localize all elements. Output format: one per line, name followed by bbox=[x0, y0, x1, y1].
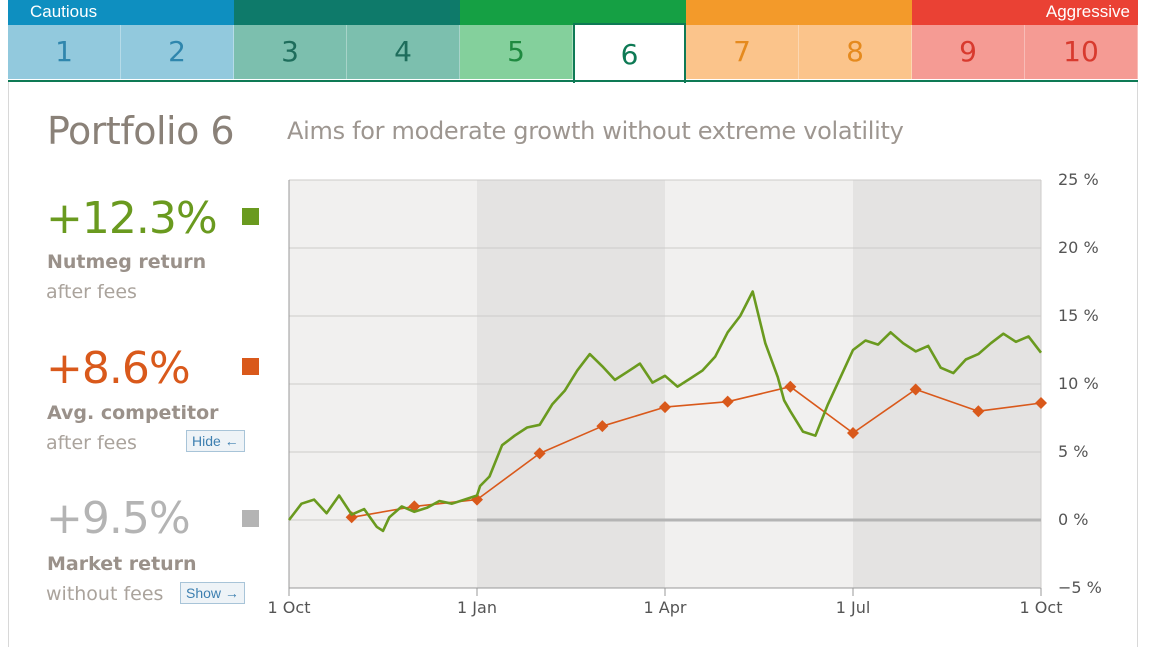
competitor-point bbox=[533, 447, 546, 460]
market-return-sub: without fees bbox=[46, 583, 164, 605]
x-tick-label: 1 Jan bbox=[457, 598, 497, 617]
competitor-point bbox=[596, 420, 609, 433]
risk-band-2 bbox=[234, 0, 460, 25]
y-tick-label: 25 % bbox=[1058, 170, 1099, 189]
nutmeg-return-value: +12.3% bbox=[46, 193, 218, 244]
y-tick-label: 20 % bbox=[1058, 238, 1099, 257]
risk-tab-4[interactable]: 4 bbox=[347, 25, 460, 79]
hide-competitor-button[interactable]: Hide ← bbox=[186, 430, 245, 452]
competitor-point bbox=[847, 426, 859, 439]
x-tick-label: 1 Oct bbox=[1020, 598, 1063, 617]
cautious-label: Cautious bbox=[30, 2, 98, 21]
risk-tab-10[interactable]: 10 bbox=[1025, 25, 1138, 79]
risk-tab-2[interactable]: 2 bbox=[121, 25, 234, 79]
market-return-value: +9.5% bbox=[46, 493, 191, 544]
x-tick-label: 1 Apr bbox=[644, 598, 687, 617]
y-tick-label: 5 % bbox=[1058, 442, 1088, 461]
competitor-point bbox=[1035, 397, 1047, 410]
x-tick-label: 1 Oct bbox=[268, 598, 311, 617]
aggressive-label: Aggressive bbox=[1045, 2, 1130, 21]
competitor-point bbox=[721, 395, 734, 408]
risk-tab-1[interactable]: 1 bbox=[8, 25, 121, 79]
market-legend-square bbox=[242, 510, 259, 527]
risk-band-aggressive: Aggressive bbox=[912, 0, 1138, 25]
nutmeg-return-sub: after fees bbox=[46, 281, 137, 303]
competitor-series-line bbox=[351, 385, 1042, 519]
nutmeg-legend-square bbox=[242, 208, 259, 225]
portfolio-subtitle: Aims for moderate growth without extreme… bbox=[287, 117, 904, 145]
market-return-label: Market return bbox=[47, 553, 197, 575]
nutmeg-series-line bbox=[287, 290, 1043, 533]
show-market-button[interactable]: Show → bbox=[180, 582, 245, 604]
risk-band-4 bbox=[686, 0, 912, 25]
y-tick-label: 10 % bbox=[1058, 374, 1099, 393]
competitor-return-sub: after fees bbox=[46, 432, 137, 454]
competitor-point bbox=[784, 380, 797, 393]
risk-tab-9[interactable]: 9 bbox=[912, 25, 1025, 79]
portfolio-panel bbox=[8, 82, 1138, 647]
competitor-point bbox=[659, 401, 671, 414]
competitor-point bbox=[408, 500, 421, 513]
y-tick-label: −5 % bbox=[1058, 578, 1102, 597]
y-tick-label: 15 % bbox=[1058, 306, 1099, 325]
risk-band-3 bbox=[460, 0, 686, 25]
y-tick-label: 0 % bbox=[1058, 510, 1088, 529]
nutmeg-return-label: Nutmeg return bbox=[47, 251, 207, 273]
competitor-legend-square bbox=[242, 358, 259, 375]
portfolio-title: Portfolio 6 bbox=[47, 109, 235, 153]
risk-tab-6[interactable]: 6 bbox=[573, 23, 686, 83]
competitor-return-label: Avg. competitor bbox=[47, 402, 219, 424]
tab-underline bbox=[8, 80, 1138, 82]
risk-band-cautious: Cautious bbox=[8, 0, 234, 25]
risk-tab-8[interactable]: 8 bbox=[799, 25, 912, 79]
competitor-point bbox=[909, 383, 922, 396]
competitor-point bbox=[972, 405, 985, 418]
competitor-return-value: +8.6% bbox=[46, 343, 191, 394]
risk-tab-7[interactable]: 7 bbox=[686, 25, 799, 79]
risk-tab-3[interactable]: 3 bbox=[234, 25, 347, 79]
x-tick-label: 1 Jul bbox=[836, 598, 871, 617]
risk-tab-5[interactable]: 5 bbox=[460, 25, 573, 79]
